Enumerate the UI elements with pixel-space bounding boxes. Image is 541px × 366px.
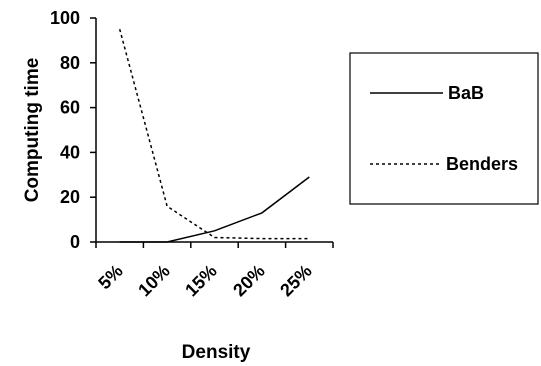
x-tick-label: 20% [229, 261, 269, 301]
y-ticks [90, 17, 96, 243]
y-tick-label: 80 [60, 53, 80, 73]
x-ticks [95, 242, 334, 248]
x-tick-labels: 5% 10% 15% 20% 25% [94, 261, 316, 301]
legend-label-bab: BaB [448, 83, 484, 103]
y-tick-label: 20 [60, 187, 80, 207]
legend-box [349, 52, 539, 205]
x-tick-label: 25% [276, 261, 316, 301]
x-tick-label: 10% [134, 261, 174, 301]
legend: BaB Benders [349, 52, 539, 205]
y-tick-label: 60 [60, 98, 80, 118]
y-tick-labels: 0 20 40 60 80 100 [50, 8, 80, 252]
x-tick-label: 5% [94, 261, 127, 294]
x-tick-label: 15% [181, 261, 221, 301]
y-tick-label: 0 [70, 232, 80, 252]
y-axis-title: Computing time [22, 58, 43, 203]
x-axis-title: Density [182, 342, 251, 363]
y-tick-label: 40 [60, 142, 80, 162]
series-line-bab [119, 176, 310, 243]
legend-label-benders: Benders [446, 154, 518, 174]
y-tick-label: 100 [50, 8, 80, 28]
series-line-benders [118, 29, 310, 240]
